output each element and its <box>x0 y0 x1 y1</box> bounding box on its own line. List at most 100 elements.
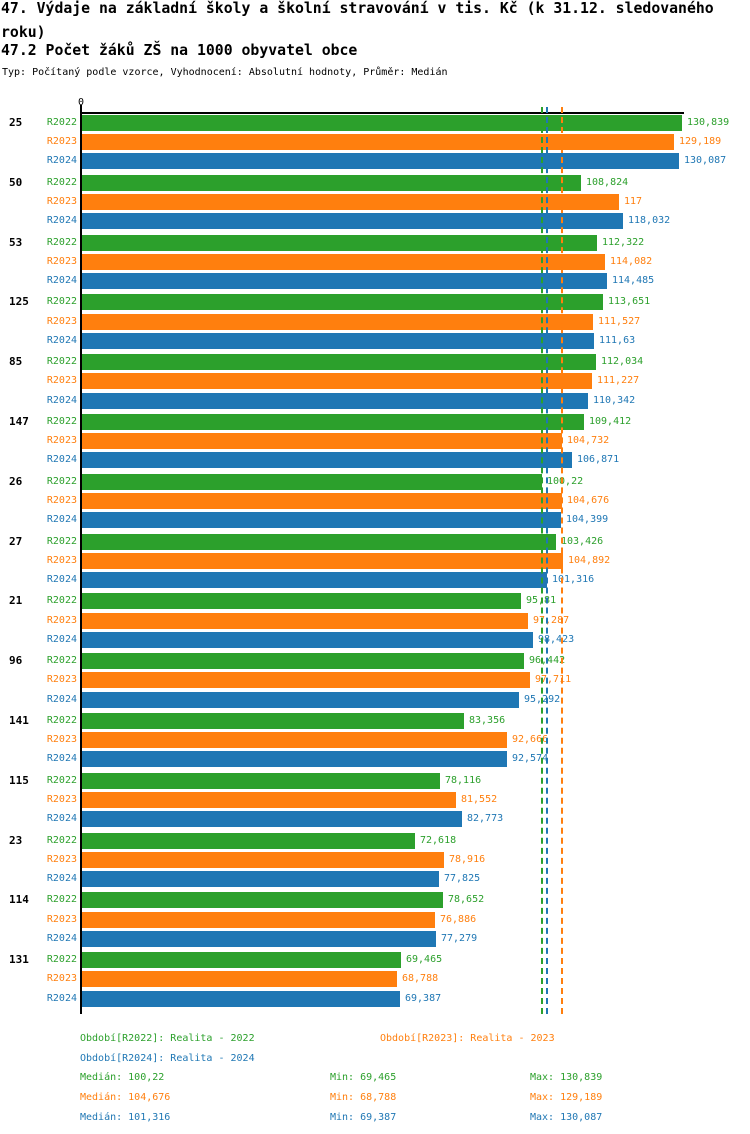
bar-value-label: 108,824 <box>586 177 629 188</box>
bar-value-label: 130,087 <box>684 155 727 166</box>
category-label: 114 <box>9 893 29 906</box>
chart-type-info: Typ: Počítaný podle vzorce, Vyhodnocení:… <box>2 67 448 78</box>
category-label: 85 <box>9 355 23 368</box>
bar-26-R2024 <box>82 512 561 528</box>
series-label-R2022: R2022 <box>46 954 77 965</box>
category-label: 53 <box>9 236 23 249</box>
median-line-r2023 <box>561 107 563 1014</box>
bar-value-label: 110,342 <box>593 395 636 406</box>
series-label-R2022: R2022 <box>46 595 77 606</box>
legend-item-r2023: Období[R2023]: Realita - 2023 <box>380 1033 555 1044</box>
bar-115-R2022 <box>82 773 440 789</box>
series-label-R2023: R2023 <box>46 316 77 327</box>
series-label-R2024: R2024 <box>46 335 77 346</box>
series-label-R2024: R2024 <box>46 634 77 645</box>
series-label-R2024: R2024 <box>46 275 77 286</box>
category-label: 50 <box>9 176 23 189</box>
bar-value-label: 101,316 <box>552 574 595 585</box>
bar-25-R2022 <box>82 115 682 131</box>
bar-value-label: 111,527 <box>598 316 641 327</box>
bar-value-label: 103,426 <box>561 536 604 547</box>
chart-subtitle: 47.2 Počet žáků ZŠ na 1000 obyvatel obce <box>1 42 358 59</box>
bar-25-R2024 <box>82 153 679 169</box>
series-label-R2023: R2023 <box>46 854 77 865</box>
series-label-R2022: R2022 <box>46 237 77 248</box>
category-label: 115 <box>9 774 29 787</box>
bar-85-R2023 <box>82 373 592 389</box>
median-line-r2022 <box>541 107 543 1014</box>
bar-115-R2023 <box>82 792 456 808</box>
bar-114-R2022 <box>82 892 443 908</box>
bar-125-R2024 <box>82 333 594 349</box>
series-label-R2024: R2024 <box>46 155 77 166</box>
bar-114-R2024 <box>82 931 436 947</box>
series-label-R2023: R2023 <box>46 435 77 446</box>
bar-value-label: 104,676 <box>567 495 610 506</box>
bar-value-label: 130,839 <box>687 117 730 128</box>
bar-21-R2022 <box>82 593 521 609</box>
x-axis-line <box>80 112 684 114</box>
bar-147-R2024 <box>82 452 572 468</box>
bar-value-label: 106,871 <box>577 454 620 465</box>
bar-value-label: 112,322 <box>602 237 645 248</box>
bar-96-R2022 <box>82 653 524 669</box>
bar-value-label: 111,227 <box>597 375 640 386</box>
bar-value-label: 117 <box>624 196 643 207</box>
series-label-R2022: R2022 <box>46 117 77 128</box>
bar-value-label: 109,412 <box>589 416 632 427</box>
bar-value-label: 114,485 <box>612 275 655 286</box>
legend-item-r2024: Období[R2024]: Realita - 2024 <box>80 1053 255 1064</box>
stat-max-r2023: Max: 129,189 <box>530 1092 603 1103</box>
bar-96-R2023 <box>82 672 530 688</box>
stat-max-r2022: Max: 130,839 <box>530 1072 603 1083</box>
series-label-R2024: R2024 <box>46 514 77 525</box>
category-label: 25 <box>9 116 23 129</box>
series-label-R2024: R2024 <box>46 873 77 884</box>
bar-50-R2023 <box>82 194 619 210</box>
series-label-R2022: R2022 <box>46 356 77 367</box>
bar-27-R2022 <box>82 534 556 550</box>
bar-value-label: 82,773 <box>467 813 504 824</box>
bar-value-label: 81,552 <box>461 794 498 805</box>
category-label: 125 <box>9 295 29 308</box>
stat-median-r2024: Medián: 101,316 <box>80 1112 171 1123</box>
series-label-R2023: R2023 <box>46 734 77 745</box>
bar-value-label: 100,22 <box>547 476 584 487</box>
series-label-R2024: R2024 <box>46 694 77 705</box>
series-label-R2024: R2024 <box>46 395 77 406</box>
bar-131-R2024 <box>82 991 400 1007</box>
stat-max-r2024: Max: 130,087 <box>530 1112 603 1123</box>
bar-147-R2023 <box>82 433 562 449</box>
category-label: 141 <box>9 714 29 727</box>
bar-53-R2024 <box>82 273 607 289</box>
series-label-R2023: R2023 <box>46 196 77 207</box>
series-label-R2023: R2023 <box>46 615 77 626</box>
series-label-R2022: R2022 <box>46 416 77 427</box>
series-label-R2023: R2023 <box>46 375 77 386</box>
category-label: 131 <box>9 953 29 966</box>
bar-21-R2023 <box>82 613 528 629</box>
bar-141-R2022 <box>82 713 464 729</box>
series-label-R2023: R2023 <box>46 794 77 805</box>
series-label-R2023: R2023 <box>46 555 77 566</box>
y-axis-line <box>80 105 82 1014</box>
series-label-R2023: R2023 <box>46 495 77 506</box>
series-label-R2022: R2022 <box>46 655 77 666</box>
category-label: 21 <box>9 594 23 607</box>
bar-27-R2023 <box>82 553 563 569</box>
bar-value-label: 83,356 <box>469 715 506 726</box>
bar-value-label: 78,652 <box>448 894 485 905</box>
bar-141-R2023 <box>82 732 507 748</box>
stat-min-r2022: Min: 69,465 <box>330 1072 397 1083</box>
chart-title-line1: 47. Výdaje na základní školy a školní st… <box>1 0 714 17</box>
bar-85-R2024 <box>82 393 588 409</box>
median-line-r2024 <box>546 107 548 1014</box>
bar-value-label: 76,886 <box>440 914 477 925</box>
bar-value-label: 77,279 <box>441 933 478 944</box>
series-label-R2024: R2024 <box>46 993 77 1004</box>
bar-53-R2022 <box>82 235 597 251</box>
stat-median-r2023: Medián: 104,676 <box>80 1092 171 1103</box>
bar-value-label: 97,711 <box>535 674 572 685</box>
series-label-R2022: R2022 <box>46 177 77 188</box>
bar-131-R2022 <box>82 952 401 968</box>
